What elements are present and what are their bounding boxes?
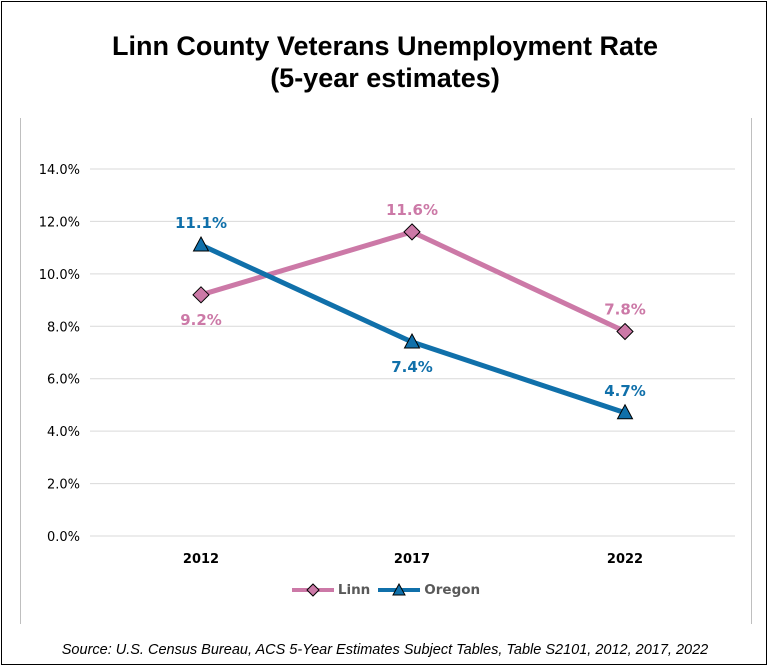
series-line-linn <box>200 229 627 334</box>
data-point-linn <box>616 322 634 341</box>
y-tick-label: 14.0% <box>39 163 80 178</box>
data-label-linn: 11.6% <box>386 201 438 219</box>
legend-item-linn: Linn <box>290 582 370 598</box>
data-label-oregon: 7.4% <box>391 358 433 376</box>
y-tick-label: 6.0% <box>47 373 80 388</box>
data-point-linn <box>403 223 421 241</box>
legend-item-oregon: Oregon <box>376 582 480 598</box>
chart-subtitle: (5-year estimates) <box>270 63 500 93</box>
y-tick-label: 0.0% <box>47 530 80 545</box>
legend-swatch-oregon <box>378 583 421 596</box>
data-point-oregon <box>616 403 634 420</box>
legend-label-oregon: Oregon <box>424 582 481 598</box>
data-label-linn: 7.8% <box>604 301 646 319</box>
legend-label-linn: Linn <box>337 582 371 598</box>
y-tick-label: 2.0% <box>47 478 80 493</box>
x-tick-label: 2017 <box>394 552 430 567</box>
data-label-linn: 9.2% <box>180 311 222 329</box>
chart-title: Linn County Veterans Unemployment Rate <box>111 31 659 61</box>
chart-title-block: Linn County Veterans Unemployment Rate (… <box>0 30 770 94</box>
source-note: Source: U.S. Census Bureau, ACS 5-Year E… <box>61 642 709 658</box>
data-point-oregon <box>403 332 421 349</box>
legend: Linn Oregon <box>0 582 770 598</box>
data-label-oregon: 4.7% <box>604 382 646 400</box>
data-point-linn <box>192 286 210 304</box>
x-tick-label: 2012 <box>183 552 219 567</box>
y-tick-label: 4.0% <box>47 425 80 440</box>
y-tick-label: 12.0% <box>39 215 80 230</box>
data-point-oregon <box>192 235 210 252</box>
series-line-oregon <box>199 242 626 416</box>
legend-swatch-linn <box>291 583 334 597</box>
plot-right-border <box>751 118 752 624</box>
plot-left-border <box>20 118 21 624</box>
x-tick-label: 2022 <box>607 552 643 567</box>
y-tick-label: 8.0% <box>47 320 80 335</box>
data-label-oregon: 11.1% <box>175 214 227 232</box>
y-tick-label: 10.0% <box>39 268 80 283</box>
